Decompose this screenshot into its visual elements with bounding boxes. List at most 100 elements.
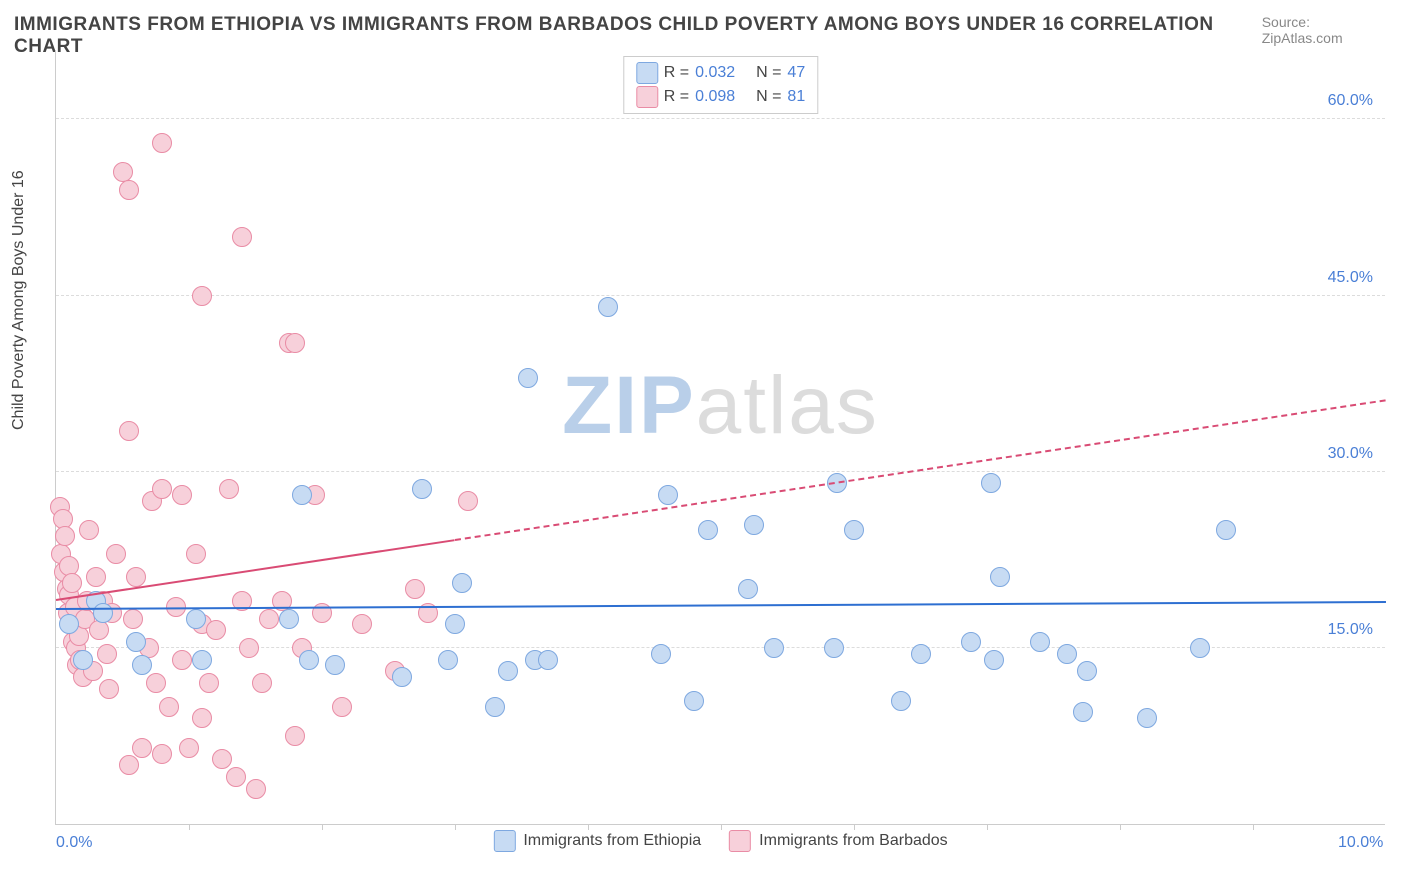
- data-point-ethiopia: [299, 650, 319, 670]
- data-point-ethiopia: [891, 691, 911, 711]
- x-tick: [987, 824, 988, 830]
- x-tick: [322, 824, 323, 830]
- data-point-ethiopia: [651, 644, 671, 664]
- legend-item-barbados: Immigrants from Barbados: [729, 830, 948, 852]
- data-point-barbados: [119, 180, 139, 200]
- gridline: [56, 471, 1385, 472]
- data-point-ethiopia: [452, 573, 472, 593]
- legend-item-ethiopia: Immigrants from Ethiopia: [493, 830, 701, 852]
- data-point-ethiopia: [738, 579, 758, 599]
- data-point-barbados: [219, 479, 239, 499]
- data-point-ethiopia: [498, 661, 518, 681]
- data-point-ethiopia: [824, 638, 844, 658]
- data-point-barbados: [226, 767, 246, 787]
- watermark-atlas: atlas: [696, 360, 879, 451]
- r-value-barbados: 0.098: [695, 85, 735, 109]
- data-point-ethiopia: [518, 368, 538, 388]
- data-point-barbados: [152, 133, 172, 153]
- data-point-ethiopia: [1030, 632, 1050, 652]
- data-point-barbados: [119, 421, 139, 441]
- data-point-ethiopia: [1073, 702, 1093, 722]
- data-point-ethiopia: [981, 473, 1001, 493]
- r-label: R =: [664, 85, 689, 109]
- data-point-ethiopia: [1077, 661, 1097, 681]
- trend-line-ethiopia: [56, 601, 1386, 610]
- data-point-ethiopia: [126, 632, 146, 652]
- data-point-barbados: [332, 697, 352, 717]
- data-point-ethiopia: [279, 609, 299, 629]
- data-point-ethiopia: [485, 697, 505, 717]
- data-point-barbados: [172, 650, 192, 670]
- data-point-barbados: [232, 227, 252, 247]
- data-point-barbados: [252, 673, 272, 693]
- data-point-ethiopia: [132, 655, 152, 675]
- y-tick-label: 30.0%: [1328, 445, 1373, 463]
- data-point-barbados: [99, 679, 119, 699]
- data-point-ethiopia: [438, 650, 458, 670]
- data-point-barbados: [352, 614, 372, 634]
- source-name: ZipAtlas.com: [1262, 30, 1343, 46]
- swatch-barbados-icon: [729, 830, 751, 852]
- n-label: N =: [756, 61, 781, 85]
- y-axis-label: Child Poverty Among Boys Under 16: [10, 170, 28, 430]
- data-point-ethiopia: [93, 603, 113, 623]
- data-point-barbados: [458, 491, 478, 511]
- data-point-barbados: [89, 620, 109, 640]
- data-point-barbados: [172, 485, 192, 505]
- data-point-barbados: [199, 673, 219, 693]
- series-legend: Immigrants from Ethiopia Immigrants from…: [493, 830, 947, 852]
- watermark: ZIPatlas: [562, 359, 879, 453]
- watermark-zip: ZIP: [562, 360, 696, 451]
- data-point-barbados: [405, 579, 425, 599]
- data-point-ethiopia: [744, 515, 764, 535]
- data-point-barbados: [119, 755, 139, 775]
- data-point-ethiopia: [392, 667, 412, 687]
- data-point-ethiopia: [961, 632, 981, 652]
- swatch-ethiopia-icon: [636, 62, 658, 84]
- x-tick: [455, 824, 456, 830]
- y-tick-label: 45.0%: [1328, 269, 1373, 287]
- data-point-ethiopia: [59, 614, 79, 634]
- data-point-barbados: [97, 644, 117, 664]
- x-tick: [588, 824, 589, 830]
- data-point-barbados: [86, 567, 106, 587]
- data-point-barbados: [192, 708, 212, 728]
- stats-legend: R = 0.032 N = 47 R = 0.098 N = 81: [623, 56, 818, 114]
- data-point-ethiopia: [984, 650, 1004, 670]
- x-tick: [1120, 824, 1121, 830]
- data-point-barbados: [106, 544, 126, 564]
- x-tick: [854, 824, 855, 830]
- legend-label-barbados: Immigrants from Barbados: [759, 832, 948, 850]
- x-tick-label: 0.0%: [56, 834, 92, 852]
- data-point-barbados: [285, 333, 305, 353]
- data-point-barbados: [79, 520, 99, 540]
- data-point-ethiopia: [445, 614, 465, 634]
- data-point-ethiopia: [1137, 708, 1157, 728]
- x-tick-label: 10.0%: [1338, 834, 1383, 852]
- x-tick: [721, 824, 722, 830]
- data-point-ethiopia: [911, 644, 931, 664]
- gridline: [56, 118, 1385, 119]
- legend-label-ethiopia: Immigrants from Ethiopia: [523, 832, 701, 850]
- data-point-ethiopia: [73, 650, 93, 670]
- data-point-ethiopia: [1190, 638, 1210, 658]
- data-point-barbados: [206, 620, 226, 640]
- data-point-ethiopia: [658, 485, 678, 505]
- swatch-ethiopia-icon: [493, 830, 515, 852]
- data-point-ethiopia: [1216, 520, 1236, 540]
- data-point-barbados: [259, 609, 279, 629]
- data-point-barbados: [123, 609, 143, 629]
- data-point-barbados: [179, 738, 199, 758]
- gridline: [56, 295, 1385, 296]
- data-point-barbados: [239, 638, 259, 658]
- swatch-barbados-icon: [636, 86, 658, 108]
- data-point-ethiopia: [192, 650, 212, 670]
- data-point-ethiopia: [684, 691, 704, 711]
- r-value-ethiopia: 0.032: [695, 61, 735, 85]
- stats-legend-row-ethiopia: R = 0.032 N = 47: [636, 61, 805, 85]
- data-point-barbados: [152, 744, 172, 764]
- data-point-barbados: [192, 286, 212, 306]
- n-label: N =: [756, 85, 781, 109]
- data-point-ethiopia: [292, 485, 312, 505]
- y-tick-label: 60.0%: [1328, 92, 1373, 110]
